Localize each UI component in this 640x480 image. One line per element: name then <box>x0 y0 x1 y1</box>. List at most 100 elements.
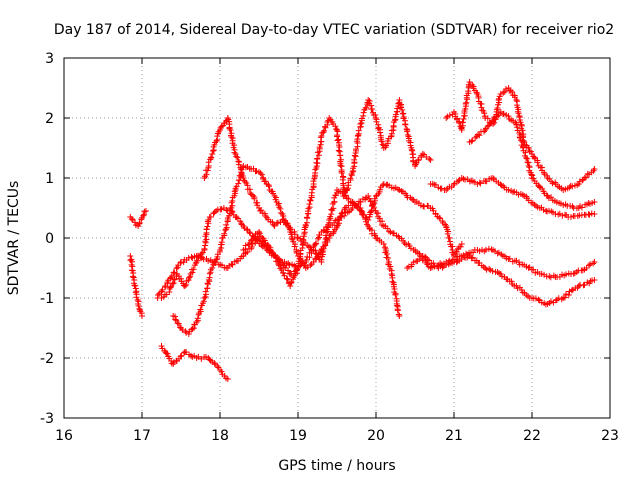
data-point <box>248 243 255 250</box>
data-point <box>262 178 269 185</box>
data-point <box>404 131 411 138</box>
data-point <box>489 268 496 275</box>
data-point <box>228 261 235 268</box>
data-point <box>261 210 268 217</box>
data-point <box>520 137 527 144</box>
data-point <box>462 106 469 113</box>
data-point <box>477 180 484 187</box>
data-point <box>476 179 483 186</box>
data-point <box>340 174 347 181</box>
data-point <box>316 232 323 239</box>
data-point <box>131 282 138 289</box>
data-point <box>270 221 277 228</box>
data-point <box>548 194 555 201</box>
data-point <box>591 166 598 172</box>
data-point <box>337 162 344 169</box>
data-point <box>189 325 196 332</box>
data-point <box>277 205 284 212</box>
data-point <box>236 177 243 184</box>
data-point <box>232 151 239 157</box>
data-point <box>341 212 348 219</box>
data-point <box>334 127 340 133</box>
data-point <box>561 294 568 301</box>
data-point <box>367 198 374 205</box>
data-point <box>201 295 208 301</box>
data-point <box>213 137 220 144</box>
data-point <box>288 279 295 286</box>
data-point <box>519 138 526 145</box>
data-point <box>214 133 221 140</box>
data-point <box>404 128 411 135</box>
data-point <box>205 217 212 223</box>
data-point <box>562 271 569 278</box>
data-point <box>372 111 379 118</box>
data-point <box>351 156 358 163</box>
data-point <box>318 133 325 139</box>
data-point <box>513 97 520 103</box>
data-point <box>173 317 180 324</box>
data-point <box>509 189 516 196</box>
data-point <box>536 183 543 190</box>
data-point <box>159 286 166 293</box>
chart-title: Day 187 of 2014, Sidereal Day-to-day VTE… <box>54 22 614 38</box>
data-point <box>234 154 241 161</box>
data-point <box>321 127 328 134</box>
data-point <box>247 190 254 197</box>
data-points <box>127 79 598 382</box>
data-point <box>362 216 369 223</box>
data-point <box>240 163 247 169</box>
data-point <box>194 257 201 264</box>
data-point <box>209 151 216 157</box>
data-point <box>205 257 212 264</box>
data-point <box>207 213 214 220</box>
data-point <box>402 121 409 128</box>
data-point <box>271 193 278 199</box>
data-point <box>297 235 304 242</box>
data-point <box>502 86 509 93</box>
data-point <box>226 125 233 132</box>
data-point <box>167 284 174 291</box>
data-point <box>167 274 174 281</box>
data-point <box>523 155 530 162</box>
data-point <box>525 144 532 151</box>
data-point <box>443 187 450 193</box>
data-point <box>291 243 298 250</box>
data-point <box>192 260 199 267</box>
data-point <box>524 159 531 166</box>
data-point <box>342 192 349 199</box>
grid <box>64 58 610 418</box>
data-point <box>378 138 385 145</box>
x-tick-label: 16 <box>55 428 73 444</box>
data-point <box>345 202 352 209</box>
data-point <box>327 213 334 220</box>
data-point <box>334 128 341 135</box>
data-point <box>365 193 372 199</box>
data-point <box>376 186 383 193</box>
data-point <box>463 99 470 106</box>
data-point <box>190 266 197 273</box>
data-point <box>426 257 433 264</box>
data-point <box>280 270 287 277</box>
data-point <box>313 255 320 262</box>
data-point <box>201 245 208 252</box>
data-point <box>337 152 344 159</box>
data-point <box>193 319 200 325</box>
data-point <box>513 257 520 264</box>
data-point <box>133 294 140 301</box>
data-point <box>465 88 472 95</box>
data-point <box>415 156 422 163</box>
data-point <box>306 201 313 208</box>
data-point <box>300 236 307 243</box>
data-point <box>373 235 379 241</box>
data-point <box>332 123 339 130</box>
data-point <box>443 115 450 121</box>
data-point <box>446 235 453 242</box>
data-point <box>195 353 202 360</box>
data-point <box>177 353 184 360</box>
data-point <box>384 255 391 262</box>
data-point <box>490 175 496 181</box>
data-point <box>179 326 186 333</box>
data-point <box>223 224 230 231</box>
data-point <box>204 285 211 292</box>
data-point <box>482 246 489 253</box>
